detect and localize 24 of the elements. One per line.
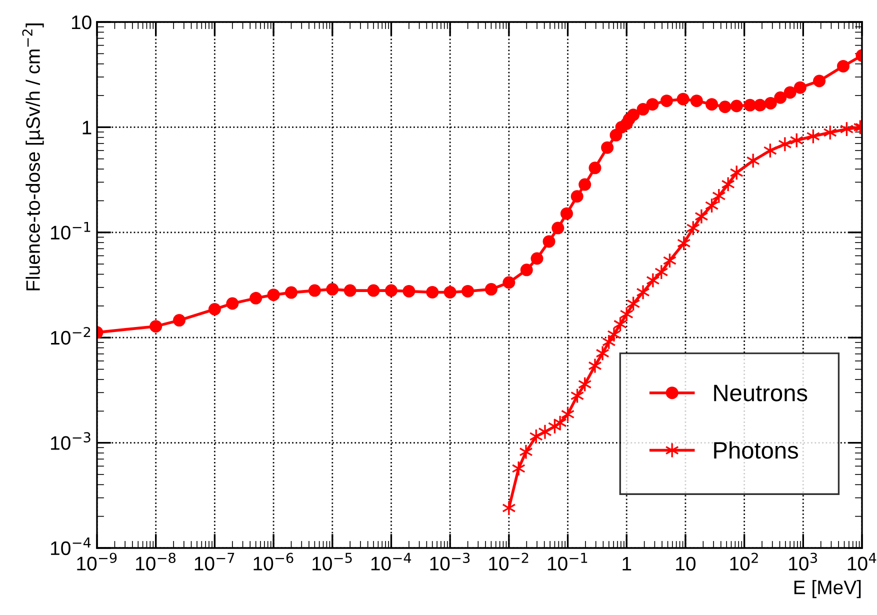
x-tick-label: 10$^{−4}$ [371, 552, 412, 570]
x-tick-label: 10$^{−1}$ [548, 552, 588, 570]
x-tick-label: 10$^{2}$ [730, 552, 758, 570]
x-tick-label: 10$^{−3}$ [430, 552, 470, 570]
x-tick-label: 1 [622, 557, 632, 570]
x-tick-label: 10$^{−7}$ [194, 552, 234, 570]
x-tick-label: 10$^{−9}$ [77, 552, 117, 570]
y-tick-label: 10$^{−2}$ [51, 326, 90, 345]
y-tick-label: 10$^{−4}$ [51, 538, 91, 556]
y-axis-title: Fluence-to-dose [µSv/h / cm$^{−2}$] [22, 24, 44, 290]
x-tick-label: 10$^{4}$ [848, 552, 876, 570]
y-tick-label: 10$^{−3}$ [51, 432, 90, 450]
x-tick-label: 10$^{−2}$ [489, 552, 528, 570]
y-tick-label: 1 [82, 120, 92, 134]
legend-label: Neutrons [714, 384, 808, 402]
x-tick-label: 10$^{−8}$ [136, 552, 176, 570]
legend-label: Photons [714, 441, 798, 459]
y-tick-label: 10 [72, 15, 92, 30]
x-axis-title: E [MeV] [794, 580, 861, 598]
y-tick-label: 10$^{−1}$ [51, 222, 90, 240]
x-tick-label: 10 [676, 556, 696, 571]
x-tick-label: 10$^{3}$ [789, 552, 817, 570]
x-tick-label: 10$^{−5}$ [312, 552, 352, 570]
x-tick-label: 10$^{−6}$ [254, 552, 294, 570]
